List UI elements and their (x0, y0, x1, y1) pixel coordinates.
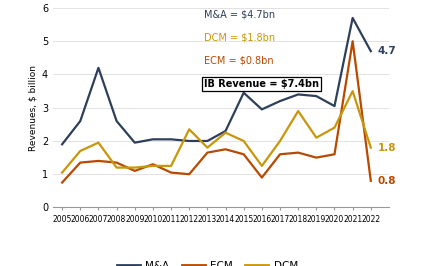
Text: ECM = $0.8bn: ECM = $0.8bn (204, 56, 274, 66)
Text: M&A = $4.7bn: M&A = $4.7bn (204, 10, 275, 20)
Y-axis label: Revenues, $ billion: Revenues, $ billion (29, 65, 38, 151)
Text: 0.8: 0.8 (378, 176, 396, 186)
Text: DCM = $1.8bn: DCM = $1.8bn (204, 33, 275, 43)
Legend: M&A, ECM, DCM: M&A, ECM, DCM (113, 257, 302, 266)
Text: 4.7: 4.7 (378, 46, 396, 56)
Text: IB Revenue = $7.4bn: IB Revenue = $7.4bn (204, 79, 319, 89)
Text: 1.8: 1.8 (378, 143, 396, 153)
